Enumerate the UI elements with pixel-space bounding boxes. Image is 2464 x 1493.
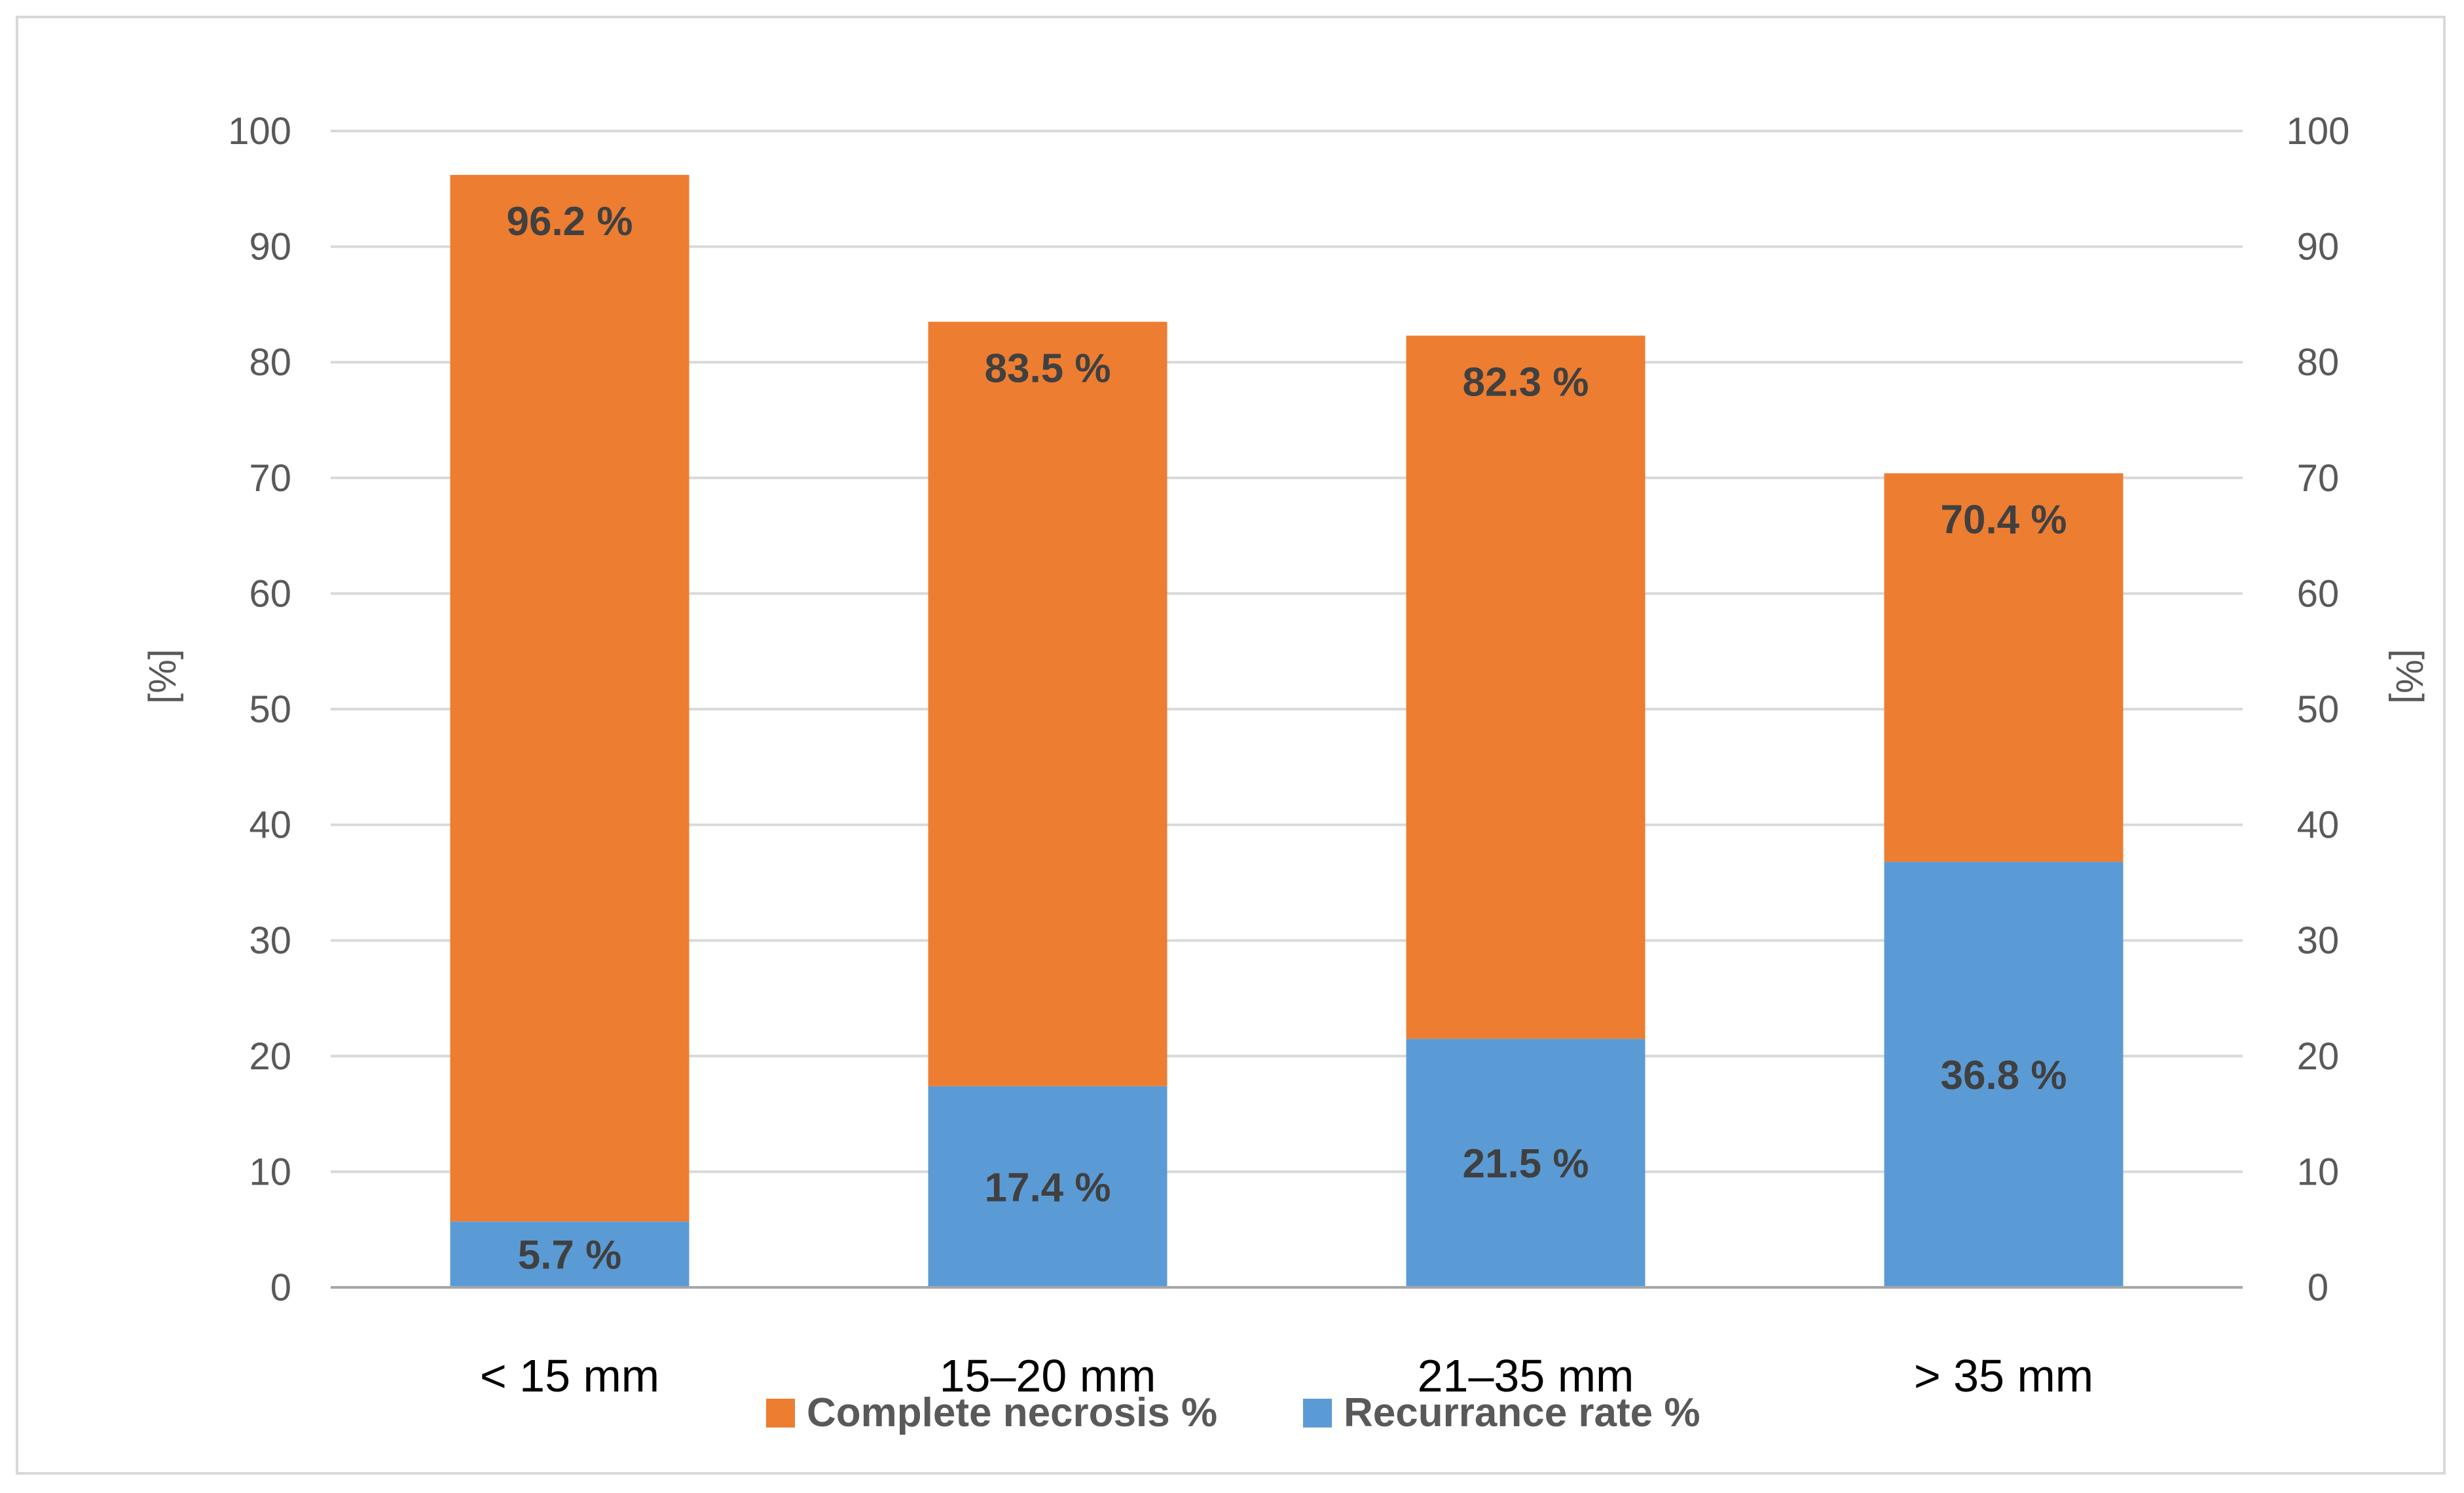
data-label-necrosis: 82.3 % — [1462, 360, 1589, 405]
y-tick-label: 50 — [249, 688, 291, 731]
data-label-necrosis: 96.2 % — [506, 199, 633, 244]
y-tick-label: 70 — [249, 457, 291, 500]
y2-tick-label: 90 — [2297, 226, 2340, 268]
y-tick-label: 80 — [249, 341, 291, 384]
y2-tick-label: 30 — [2297, 919, 2340, 962]
data-label-recurrance: 17.4 % — [984, 1165, 1111, 1210]
bar-recurrance-rate — [1406, 1039, 1646, 1287]
bar-complete-necrosis — [1406, 335, 1646, 1039]
y2-axis-title: [%] — [2388, 649, 2431, 704]
y-tick-label: 10 — [249, 1151, 291, 1193]
y2-tick-label: 80 — [2297, 341, 2340, 384]
x-tick-label: 15–20 mm — [940, 1350, 1156, 1401]
y-tick-label: 0 — [270, 1266, 291, 1309]
x-tick-label: < 15 mm — [480, 1350, 659, 1401]
legend-swatch-complete-necrosis — [766, 1399, 795, 1428]
axes: 0 0 10 10 20 20 30 30 40 40 50 50 60 60 70 70 80 80 90 90 10… — [141, 110, 2431, 1401]
y2-tick-label: 70 — [2297, 457, 2340, 500]
data-label-recurrance: 21.5 % — [1462, 1141, 1589, 1187]
legend-swatch-recurrance-rate — [1303, 1399, 1332, 1428]
legend: Complete necrosis % Recurrance rate % — [766, 1390, 1701, 1435]
bar-recurrance-rate — [1884, 862, 2124, 1287]
bar-recurrance-rate — [450, 1221, 690, 1287]
chart-frame — [16, 16, 2446, 1475]
data-labels: 5.7 % 96.2 % 17.4 % 83.5 % 21.5 % 82.3 % 36.8 … — [506, 199, 2067, 1278]
y2-tick-label: 40 — [2297, 804, 2340, 847]
data-label-necrosis: 83.5 % — [984, 346, 1111, 391]
y-tick-label: 20 — [249, 1035, 291, 1078]
data-label-necrosis: 70.4 % — [1940, 498, 2067, 543]
data-label-recurrance: 36.8 % — [1940, 1053, 2067, 1098]
legend-label-recurrance-rate: Recurrance rate % — [1344, 1390, 1701, 1435]
y2-tick-label: 100 — [2287, 110, 2350, 153]
bar-complete-necrosis — [928, 322, 1168, 1086]
x-tick-label: > 35 mm — [1914, 1350, 2093, 1401]
data-label-recurrance: 5.7 % — [518, 1233, 622, 1278]
y-axis-title: [%] — [141, 649, 184, 704]
y-tick-label: 40 — [249, 804, 291, 847]
y2-tick-label: 0 — [2308, 1266, 2328, 1309]
bar-complete-necrosis — [450, 175, 690, 1222]
y2-tick-label: 60 — [2297, 572, 2340, 615]
y-tick-label: 90 — [249, 226, 291, 268]
bar-recurrance-rate — [928, 1086, 1168, 1287]
y2-tick-label: 50 — [2297, 688, 2340, 731]
y-tick-label: 60 — [249, 572, 291, 615]
y-tick-label: 30 — [249, 919, 291, 962]
bar-complete-necrosis — [1884, 473, 2124, 862]
x-tick-label: 21–35 mm — [1418, 1350, 1634, 1401]
y2-tick-label: 10 — [2297, 1151, 2340, 1193]
y2-tick-label: 20 — [2297, 1035, 2340, 1078]
y-tick-label: 100 — [228, 110, 291, 153]
bars — [450, 175, 2124, 1287]
legend-label-complete-necrosis: Complete necrosis % — [807, 1390, 1217, 1435]
